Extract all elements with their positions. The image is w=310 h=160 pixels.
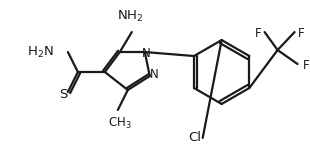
Text: CH$_3$: CH$_3$ <box>108 116 132 131</box>
Text: F: F <box>298 27 304 40</box>
Text: F: F <box>255 27 262 40</box>
Text: N: N <box>141 47 150 60</box>
Text: F: F <box>303 59 309 72</box>
Text: NH$_2$: NH$_2$ <box>117 9 143 24</box>
Text: N: N <box>149 68 158 80</box>
Text: S: S <box>59 88 67 101</box>
Text: Cl: Cl <box>188 131 201 144</box>
Text: H$_2$N: H$_2$N <box>27 44 54 60</box>
